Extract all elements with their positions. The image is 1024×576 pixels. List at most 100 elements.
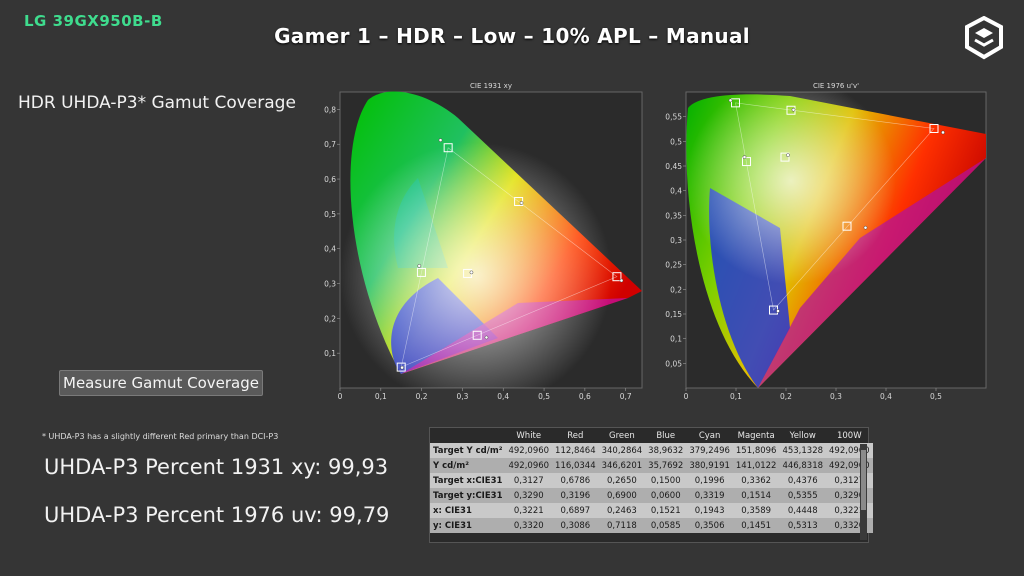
- cie1976-target-gamut: [735, 102, 935, 311]
- c76-y-tick-label: 0,35: [665, 211, 682, 220]
- c76-x-tick-label: 0,4: [880, 392, 892, 401]
- c31-measured-point: [519, 201, 524, 205]
- c76-target-point: [780, 152, 790, 162]
- percent-1931-readout: UHDA-P3 Percent 1931 xy: 99,93: [44, 455, 389, 479]
- page-title: Gamer 1 – HDR – Low – 10% APL – Manual: [274, 24, 750, 48]
- c31-y-tick-label: 0,6: [324, 175, 336, 184]
- c31-target-point: [472, 330, 482, 340]
- table-cell: 38,9632: [645, 443, 687, 458]
- c31-target-point: [443, 143, 453, 153]
- c76-target-point: [929, 124, 939, 134]
- table-row: y: CIE31 0,3320 0,3086 0,7118 0,0585 0,3506 0,…: [430, 518, 873, 533]
- table-cell: 0,3506: [686, 518, 733, 533]
- c76-x-tick-label: 0,5: [930, 392, 942, 401]
- table-cell: 0,3589: [732, 503, 780, 518]
- table-cell: 0,1514: [732, 488, 780, 503]
- table-cell: 0,2463: [598, 503, 646, 518]
- table-cell: 35,7692: [645, 458, 687, 473]
- c31-measured-point: [619, 278, 624, 283]
- c31-y-tick-label: 0,2: [324, 314, 336, 323]
- c76-target-point: [842, 221, 852, 231]
- c76-y-tick-label: 0,15: [665, 310, 682, 319]
- c76-x-tick-label: 0,1: [730, 392, 742, 401]
- table-column-header: Blue: [656, 430, 676, 441]
- c31-measured-point: [400, 365, 404, 370]
- c76-y-tick-label: 0,3: [670, 236, 682, 245]
- table-column-header: Red: [567, 430, 584, 441]
- c31-x-tick-label: 0,6: [579, 392, 591, 401]
- table-cell: 0,3086: [552, 518, 599, 533]
- table-cell: 0,5313: [779, 518, 827, 533]
- table-row-label: Target y:CIE31: [430, 488, 506, 503]
- measurement-table[interactable]: White Red Green Blue Cyan Magenta Yellow 100W T…: [429, 427, 873, 543]
- table-column-header: 100W: [836, 430, 862, 441]
- c76-measured-point: [728, 98, 733, 103]
- c76-y-tick-label: 0,25: [665, 261, 682, 270]
- c31-x-tick-label: 0,5: [538, 392, 550, 401]
- table-row-label: x: CIE31: [430, 503, 506, 518]
- table-cell: 346,6201: [598, 458, 646, 473]
- table-header-row: White Red Green Blue Cyan Magenta Yellow 100W: [430, 428, 873, 443]
- footnote: * UHDA-P3 has a slightly different Red p…: [42, 432, 279, 441]
- c31-target-point: [612, 272, 622, 282]
- c31-measured-point: [438, 138, 443, 142]
- c76-y-tick-label: 0,55: [665, 113, 682, 122]
- table-cell: 0,3221: [505, 503, 553, 518]
- table-cell: 340,2864: [598, 443, 646, 458]
- c31-measured-point: [417, 264, 422, 268]
- cie1931-chart: CIE 1931 xy 0 0,1 0,2 0,3 0,4 0,5 0,6 0,7 0,1 0,2…: [324, 82, 643, 401]
- table-column-header: Cyan: [698, 430, 721, 441]
- cie1976-chart: CIE 1976 u'v' 0 0,1 0,2 0,3 0,4 0,5 0,05 0,1 0,1…: [665, 82, 987, 401]
- table-column-header: [430, 428, 505, 443]
- table-cell: 0,6786: [552, 473, 599, 488]
- table-cell: 0,5355: [779, 488, 827, 503]
- c31-y-tick-label: 0,4: [324, 245, 336, 254]
- c76-y-tick-label: 0,2: [670, 285, 682, 294]
- c31-x-tick-label: 0,3: [456, 392, 468, 401]
- table-cell: 0,6897: [552, 503, 599, 518]
- table-cell: 492,0960: [505, 443, 553, 458]
- table-cell: 0,3196: [552, 488, 599, 503]
- table-cell: 379,2496: [686, 443, 733, 458]
- c31-y-tick-label: 0,3: [324, 280, 336, 289]
- cie1931-target-gamut: [400, 147, 618, 368]
- measure-gamut-coverage-button[interactable]: Measure Gamut Coverage: [59, 370, 263, 396]
- c76-y-tick-label: 0,5: [670, 137, 682, 146]
- table-row: Target y:CIE31 0,3290 0,3196 0,6900 0,0600 0,…: [430, 488, 873, 503]
- scrollbar-thumb[interactable]: [861, 450, 866, 510]
- c76-measured-point: [786, 153, 790, 157]
- c31-x-tick-label: 0,2: [416, 392, 428, 401]
- table-row: Y cd/m² 492,0960 116,0344 346,6201 35,7692 38…: [430, 458, 873, 473]
- c31-measured-point: [469, 270, 474, 275]
- c76-y-tick-label: 0,45: [665, 162, 682, 171]
- table-cell: 0,1943: [686, 503, 733, 518]
- table-row-label: Target x:CIE31: [430, 473, 506, 488]
- percent-1976-readout: UHDA-P3 Percent 1976 uv: 99,79: [44, 503, 390, 527]
- table-cell: 0,3362: [732, 473, 780, 488]
- c76-measured-point: [742, 155, 747, 159]
- c76-y-tick-label: 0,1: [670, 335, 682, 344]
- table-cell: 0,1451: [732, 518, 780, 533]
- table-column-header: White: [516, 430, 542, 441]
- table-scrollbar[interactable]: [860, 444, 867, 540]
- table-cell: 0,7118: [598, 518, 646, 533]
- table-cell: 141,0122: [732, 458, 780, 473]
- c31-x-tick-label: 0: [338, 392, 343, 401]
- table-cell: 0,1521: [645, 503, 687, 518]
- table-cell: 112,8464: [552, 443, 599, 458]
- table-cell: 0,3320: [505, 518, 553, 533]
- c31-target-point: [416, 267, 426, 277]
- table-row: Target x:CIE31 0,3127 0,6786 0,2650 0,1500 0,…: [430, 473, 873, 488]
- table-row: Target Y cd/m² 492,0960 112,8464 340,2864 38…: [430, 443, 873, 458]
- c76-target-point: [731, 98, 740, 108]
- c76-target-point: [742, 157, 751, 167]
- model-label: LG 39GX950B-B: [24, 12, 163, 30]
- table-cell: 0,2650: [598, 473, 646, 488]
- c31-y-tick-label: 0,7: [324, 140, 336, 149]
- table-cell: 0,1996: [686, 473, 733, 488]
- cie1931-title: CIE 1931 xy: [470, 82, 512, 90]
- c76-y-tick-label: 0,4: [670, 187, 682, 196]
- c31-target-point: [514, 197, 524, 207]
- hexagon-logo-icon: [965, 16, 1003, 60]
- measurement-data-table: White Red Green Blue Cyan Magenta Yellow 100W T…: [430, 428, 873, 533]
